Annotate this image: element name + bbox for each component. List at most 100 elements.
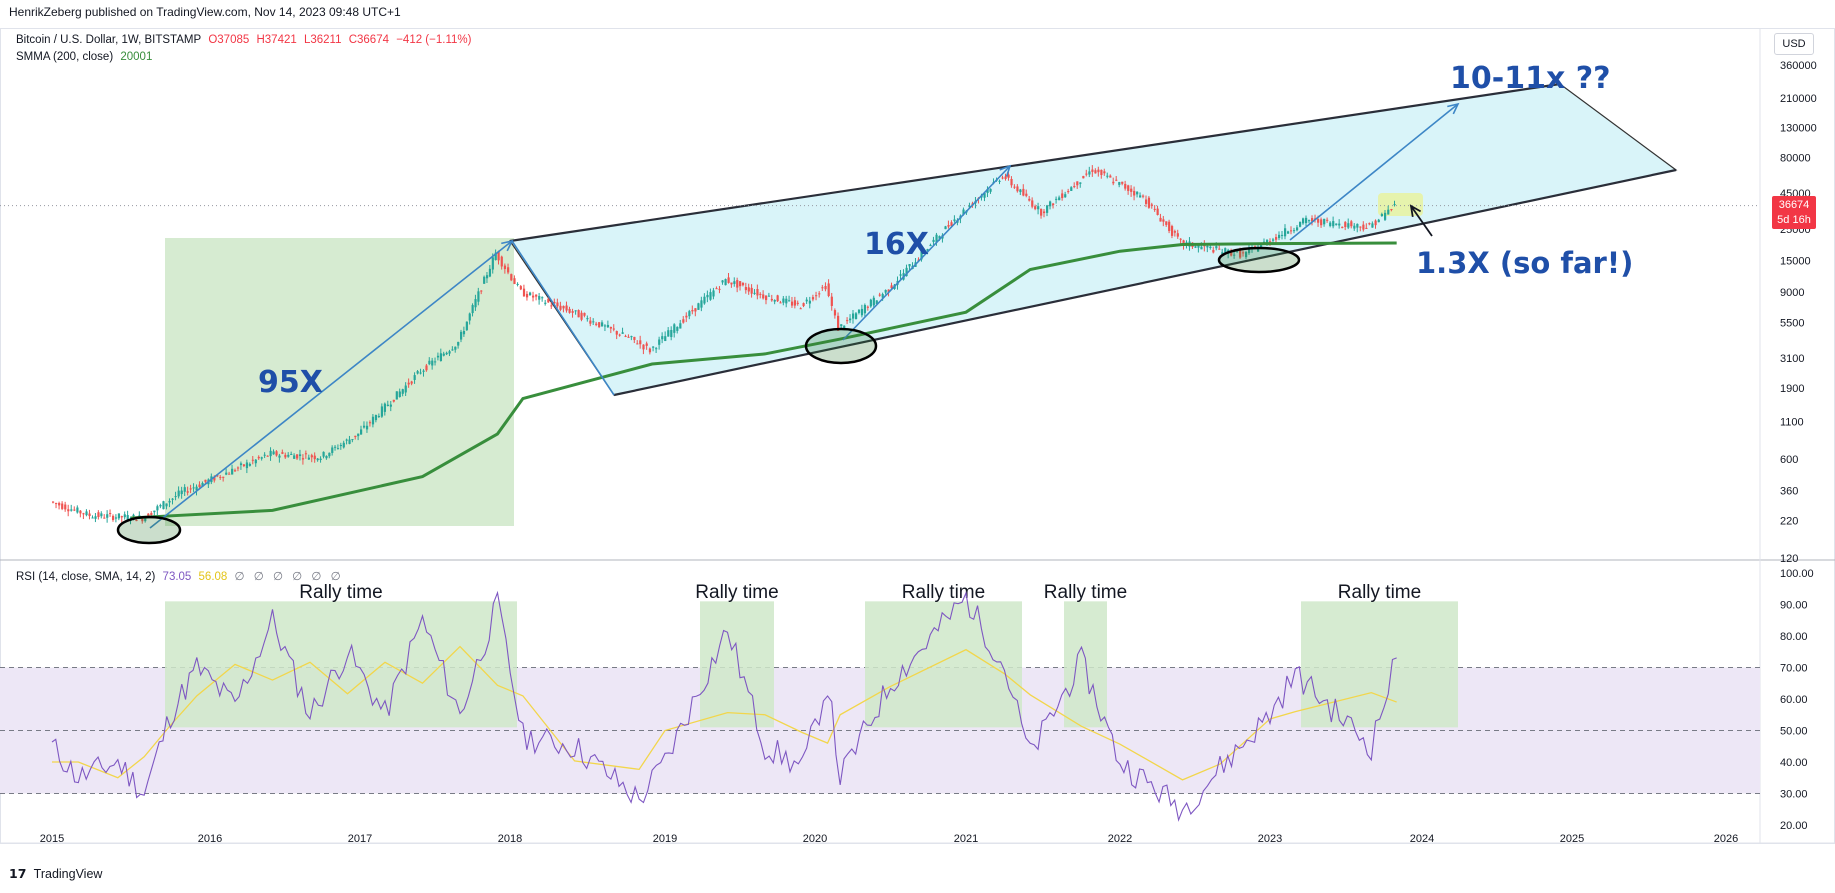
candle-body: [606, 324, 610, 328]
candle-body: [407, 382, 410, 385]
rally-time-label: Rally time: [1338, 582, 1421, 603]
smma-line: [130, 241, 1397, 520]
candle-body: [1212, 249, 1215, 253]
candle-body: [1278, 234, 1281, 239]
candles-group: [52, 165, 1396, 525]
candle-body: [436, 355, 440, 358]
candle-body: [123, 514, 126, 518]
rsi-axis-tick: 30.00: [1780, 789, 1808, 801]
candle-body: [216, 475, 219, 477]
candle-body: [840, 324, 843, 327]
price-axis-tick: 5500: [1780, 317, 1804, 329]
candle-body: [1055, 198, 1058, 200]
candle-body: [818, 293, 821, 295]
last-price-tag: 36674 5d 16h: [1772, 196, 1816, 229]
ohlc-close: C36674: [348, 34, 389, 46]
candle-body: [448, 351, 451, 354]
candle-body: [773, 299, 776, 302]
candle-body: [462, 330, 466, 335]
candle-body: [1197, 245, 1200, 248]
time-axis-tick: 2020: [803, 833, 827, 845]
candle-body: [1305, 217, 1308, 224]
currency-button[interactable]: USD: [1774, 33, 1814, 55]
candle-body: [516, 283, 519, 285]
candle-body: [371, 416, 375, 425]
candle-body: [1230, 250, 1233, 256]
candle-body: [733, 281, 736, 284]
candle-body: [1287, 231, 1290, 234]
candle-body: [932, 239, 935, 242]
candle-body: [76, 507, 79, 513]
candle-body: [612, 328, 615, 330]
price-axis-tick: 15000: [1780, 256, 1811, 268]
candle-body: [336, 448, 340, 450]
candle-body: [785, 298, 788, 304]
rsi-axis-tick: 80.00: [1780, 631, 1808, 643]
candle-body: [1182, 240, 1185, 246]
candle-body: [103, 517, 106, 519]
candle-body: [577, 310, 580, 318]
candle-body: [322, 451, 325, 457]
candle-body: [759, 293, 762, 295]
price-axis-tick: 360: [1780, 485, 1798, 497]
candle-body: [307, 457, 310, 460]
candle-body: [431, 360, 434, 366]
candle-body: [368, 422, 372, 424]
candle-body: [929, 244, 932, 247]
candle-body: [114, 517, 118, 519]
candle-body: [1374, 220, 1377, 226]
rally-time-label: Rally time: [695, 582, 778, 603]
candle-body: [109, 513, 112, 515]
candle-body: [595, 323, 598, 325]
candle-body: [821, 287, 824, 289]
candle-body: [82, 513, 85, 515]
candle-body: [661, 336, 664, 340]
arrow-16x: [842, 165, 1011, 341]
candle-body: [296, 454, 299, 459]
candle-body: [198, 484, 201, 488]
arrow-10x: [1289, 103, 1459, 241]
candle-body: [180, 490, 183, 495]
candle-body: [852, 313, 855, 319]
candle-body: [1010, 178, 1013, 186]
candle-body: [1218, 248, 1221, 250]
candle-body: [667, 330, 670, 337]
candle-body: [150, 513, 153, 516]
candle-body: [222, 476, 225, 478]
symbol-name: Bitcoin / U.S. Dollar, 1W, BITSTAMP: [16, 34, 202, 46]
annotation-1-3x: 1.3X (so far!): [1416, 246, 1633, 280]
candle-body: [739, 281, 742, 287]
tradingview-footer[interactable]: 17 TradingView: [9, 866, 102, 881]
candle-body: [1142, 195, 1145, 197]
candle-body: [968, 205, 971, 208]
candle-body: [866, 306, 870, 308]
rsi-rally-box: [865, 601, 1022, 728]
candle-body: [234, 470, 237, 472]
candle-body: [354, 435, 357, 438]
candle-body: [1362, 224, 1365, 230]
candle-body: [1332, 221, 1335, 227]
candle-body: [404, 385, 407, 393]
candle-body: [676, 326, 679, 331]
candle-body: [712, 290, 715, 297]
candle-body: [325, 455, 328, 459]
channel-lower-line: [613, 168, 1677, 397]
rsi-axis-tick: 100.00: [1780, 568, 1814, 580]
ohlc-open: O37085: [208, 34, 250, 46]
candle-body: [162, 501, 165, 510]
candle-body: [679, 323, 682, 329]
candle-body: [1393, 204, 1396, 206]
candle-body: [815, 295, 818, 297]
candle-body: [422, 370, 425, 372]
rsi-sma-value: 56.08: [198, 571, 228, 583]
candle-body: [525, 293, 529, 298]
candle-body: [1275, 237, 1278, 240]
candle-body: [762, 294, 765, 299]
candle-body: [983, 193, 986, 198]
candle-body: [747, 287, 750, 292]
candle-body: [872, 297, 875, 306]
candle-body: [1384, 212, 1387, 220]
candle-body: [953, 219, 956, 222]
candle-body: [1004, 176, 1007, 179]
